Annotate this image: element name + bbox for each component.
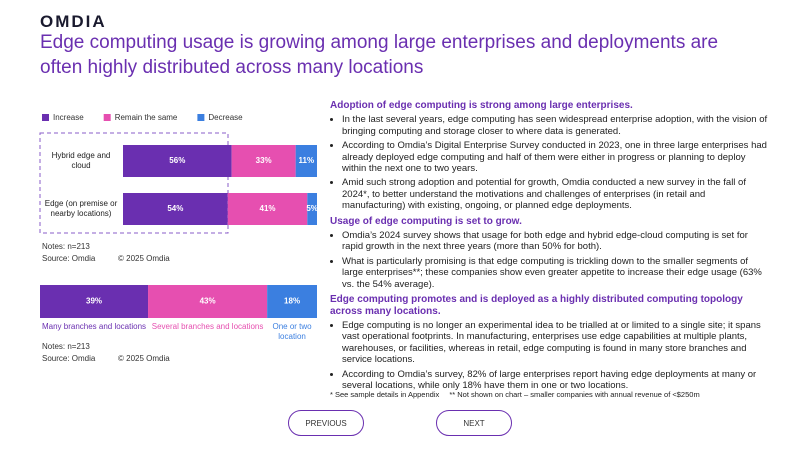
- category-label: Edge (on premise or nearby locations): [44, 199, 118, 218]
- source: Source: Omdia: [42, 254, 96, 263]
- notes: Notes: n=213: [42, 342, 90, 351]
- bullet: According to Omdia’s survey, 82% of larg…: [342, 369, 770, 392]
- value-label: 43%: [200, 297, 216, 306]
- bar-segment: [307, 193, 317, 225]
- bullet: Amid such strong adoption and potential …: [342, 177, 770, 211]
- bar-segment: [295, 145, 317, 177]
- source: Source: Omdia: [42, 354, 96, 363]
- bar-segment: [123, 193, 228, 225]
- previous-button[interactable]: PREVIOUS: [288, 410, 364, 436]
- highlight-box: [39, 132, 229, 234]
- text-column: Adoption of edge computing is strong amo…: [330, 100, 770, 395]
- value-label: 54%: [167, 204, 183, 213]
- bar-segment: [123, 145, 232, 177]
- legend-swatch: [42, 114, 49, 121]
- value-label: 5%: [306, 204, 318, 213]
- footnote-item: * See sample details in Appendix: [330, 390, 440, 399]
- value-label: 18%: [284, 297, 300, 306]
- legend-label: Many branches and locations: [41, 322, 147, 331]
- bullet: According to Omdia’s Digital Enterprise …: [342, 140, 770, 174]
- copyright: © 2025 Omdia: [118, 254, 170, 263]
- category-label: Hybrid edge and cloud: [51, 151, 111, 170]
- value-label: 39%: [86, 297, 102, 306]
- value-label: 11%: [299, 156, 315, 165]
- section-heading: Edge computing promotes and is deployed …: [330, 294, 743, 317]
- legend-label: One or two location: [272, 322, 312, 341]
- bullet: Omdia’s 2024 survey shows that usage for…: [342, 230, 770, 253]
- bullet: What is particularly promising is that e…: [342, 256, 770, 290]
- value-label: 41%: [260, 204, 276, 213]
- bar-segment: [231, 145, 296, 177]
- footnote-item: ** Not shown on chart – smaller companie…: [449, 390, 700, 399]
- bar-segment: [148, 285, 268, 318]
- bar-segment: [40, 285, 149, 318]
- bullet-list: In the last several years, edge computin…: [330, 114, 770, 211]
- legend-label: Several branches and locations: [151, 322, 264, 331]
- value-label: 33%: [256, 156, 272, 165]
- legend-swatch: [197, 114, 205, 121]
- bullet: Edge computing is no longer an experimen…: [342, 320, 770, 366]
- copyright: © 2025 Omdia: [118, 354, 170, 363]
- footnote: * See sample details in Appendix ** Not …: [330, 390, 708, 399]
- bullet-list: Edge computing is no longer an experimen…: [330, 320, 770, 391]
- legend-label: Remain the same: [115, 113, 178, 122]
- logo: OMDIA: [40, 12, 107, 31]
- legend-label: Increase: [53, 113, 84, 122]
- value-label: 56%: [169, 156, 185, 165]
- bar-segment: [267, 285, 317, 318]
- bullet: In the last several years, edge computin…: [342, 114, 770, 137]
- section-heading: Adoption of edge computing is strong amo…: [330, 100, 633, 111]
- next-button[interactable]: NEXT: [436, 410, 512, 436]
- notes: Notes: n=213: [42, 242, 90, 251]
- section-heading: Usage of edge computing is set to grow.: [330, 215, 522, 227]
- slide-title: Edge computing usage is growing among la…: [40, 32, 719, 78]
- legend-swatch: [103, 114, 111, 121]
- bar-segment: [227, 193, 308, 225]
- legend-label: Decrease: [208, 113, 243, 122]
- bullet-list: Omdia’s 2024 survey shows that usage for…: [330, 230, 770, 290]
